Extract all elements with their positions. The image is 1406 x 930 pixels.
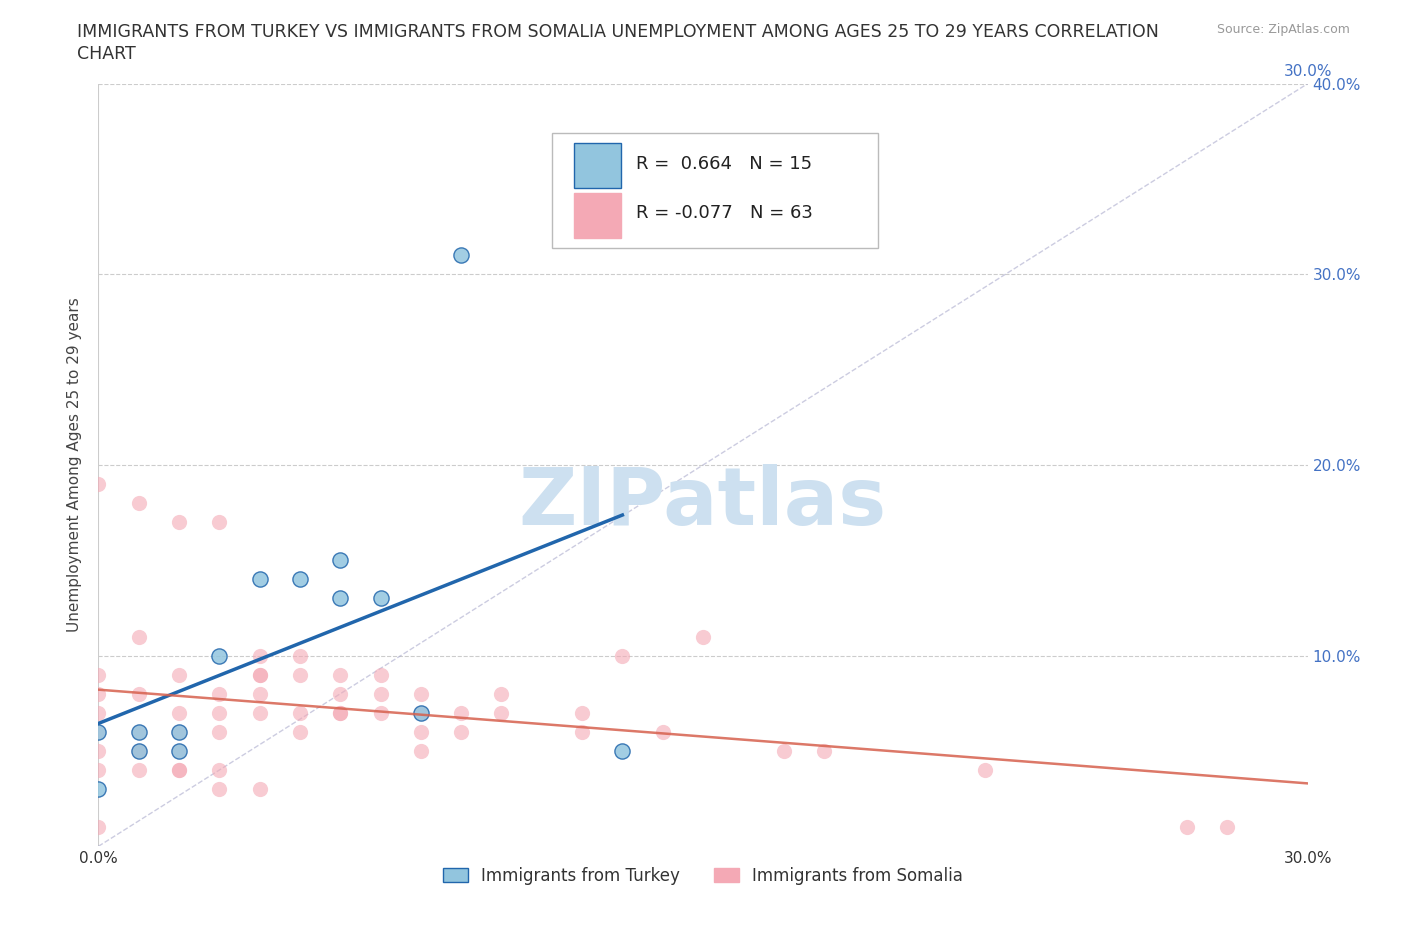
Point (450, 724, 472, 739)
Point (87, 686, 110, 701)
Point (167, 705, 190, 720)
Point (208, 781, 231, 796)
Point (249, 781, 271, 796)
Point (571, 724, 593, 739)
Point (87, 763, 110, 777)
Point (1216, 820, 1239, 835)
Point (1175, 820, 1198, 835)
Point (167, 514, 190, 529)
Text: R = -0.077   N = 63: R = -0.077 N = 63 (637, 205, 814, 222)
Point (87, 744, 110, 759)
Point (491, 686, 513, 701)
Point (409, 724, 432, 739)
Legend: Immigrants from Turkey, Immigrants from Somalia: Immigrants from Turkey, Immigrants from … (436, 860, 970, 891)
Point (692, 629, 714, 644)
Y-axis label: Unemployment Among Ages 25 to 29 years: Unemployment Among Ages 25 to 29 years (67, 298, 83, 632)
Point (491, 705, 513, 720)
Point (813, 744, 835, 759)
Point (208, 724, 231, 739)
Point (450, 247, 472, 262)
Point (409, 705, 432, 720)
Point (87, 724, 110, 739)
Point (167, 744, 190, 759)
Point (651, 724, 673, 739)
Point (208, 763, 231, 777)
Point (167, 744, 190, 759)
Point (370, 686, 392, 701)
Point (128, 763, 150, 777)
Point (571, 705, 593, 720)
Point (288, 572, 311, 587)
Point (249, 686, 271, 701)
Point (208, 686, 231, 701)
Point (167, 724, 190, 739)
Point (612, 648, 634, 663)
FancyBboxPatch shape (574, 143, 621, 188)
Point (329, 591, 352, 606)
Point (450, 705, 472, 720)
Point (612, 744, 634, 759)
Point (329, 705, 352, 720)
Point (249, 668, 271, 683)
Point (249, 668, 271, 683)
Point (128, 629, 150, 644)
Point (288, 648, 311, 663)
Point (128, 686, 150, 701)
Point (167, 668, 190, 683)
Point (370, 705, 392, 720)
Point (87, 781, 110, 796)
Point (329, 552, 352, 567)
Point (167, 724, 190, 739)
Point (249, 648, 271, 663)
Text: CHART: CHART (77, 45, 136, 62)
Point (87, 705, 110, 720)
Point (249, 705, 271, 720)
Point (409, 744, 432, 759)
Point (288, 668, 311, 683)
Point (288, 705, 311, 720)
Point (208, 648, 231, 663)
Point (329, 686, 352, 701)
Point (128, 496, 150, 511)
Point (128, 724, 150, 739)
Point (409, 686, 432, 701)
FancyBboxPatch shape (574, 193, 621, 238)
Point (87, 476, 110, 491)
Point (370, 591, 392, 606)
Point (208, 514, 231, 529)
Point (167, 763, 190, 777)
Point (128, 724, 150, 739)
Point (87, 668, 110, 683)
FancyBboxPatch shape (551, 133, 879, 247)
Text: Source: ZipAtlas.com: Source: ZipAtlas.com (1216, 23, 1350, 36)
Point (329, 668, 352, 683)
Point (87, 724, 110, 739)
Text: R =  0.664   N = 15: R = 0.664 N = 15 (637, 154, 813, 173)
Point (128, 744, 150, 759)
Point (329, 705, 352, 720)
Point (772, 744, 794, 759)
Point (288, 724, 311, 739)
Text: IMMIGRANTS FROM TURKEY VS IMMIGRANTS FROM SOMALIA UNEMPLOYMENT AMONG AGES 25 TO : IMMIGRANTS FROM TURKEY VS IMMIGRANTS FRO… (77, 23, 1159, 41)
Point (249, 572, 271, 587)
Point (167, 763, 190, 777)
Point (128, 744, 150, 759)
Point (87, 820, 110, 835)
Text: ZIPatlas: ZIPatlas (519, 464, 887, 542)
Point (208, 705, 231, 720)
Point (128, 744, 150, 759)
Point (370, 668, 392, 683)
Point (974, 763, 997, 777)
Point (409, 705, 432, 720)
